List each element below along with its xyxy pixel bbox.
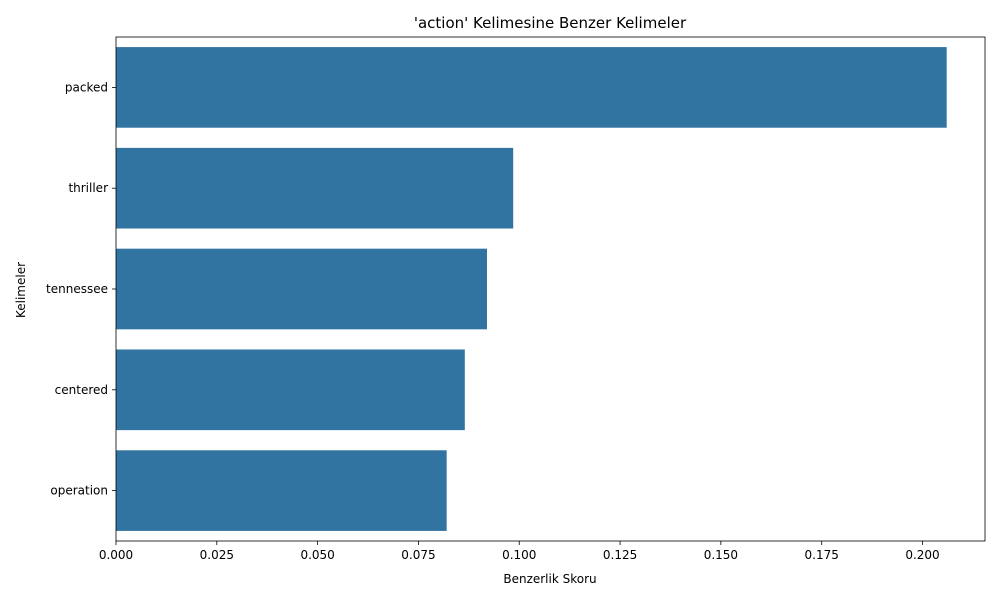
x-tick-label: 0.175 <box>805 548 839 562</box>
bar-thriller <box>116 147 514 229</box>
x-tick-label: 0.125 <box>603 548 637 562</box>
y-tick-label: tennessee <box>46 282 108 296</box>
axes-frame <box>115 36 986 542</box>
bar-tennessee <box>116 248 487 330</box>
y-axis-ticks: packed thriller tennessee centered operation <box>46 80 116 498</box>
bar-operation <box>116 450 447 531</box>
bars-group <box>116 47 947 531</box>
y-axis-label: Kelimeler <box>14 262 28 318</box>
x-tick-label: 0.075 <box>401 548 435 562</box>
y-tick-label: thriller <box>68 181 108 195</box>
bar-packed <box>116 47 947 128</box>
x-tick-label: 0.100 <box>502 548 536 562</box>
y-tick-label: packed <box>65 80 108 94</box>
chart-title: 'action' Kelimesine Benzer Kelimeler <box>414 14 687 32</box>
x-tick-label: 0.050 <box>300 548 334 562</box>
y-tick-label: operation <box>50 484 108 498</box>
x-tick-label: 0.200 <box>905 548 939 562</box>
x-tick-label: 0.000 <box>99 548 133 562</box>
x-axis-label: Benzerlik Skoru <box>503 572 596 586</box>
y-tick-label: centered <box>55 383 108 397</box>
x-tick-label: 0.025 <box>200 548 234 562</box>
x-tick-label: 0.150 <box>704 548 738 562</box>
bar-centered <box>116 349 465 431</box>
plot-frame <box>115 36 986 542</box>
x-axis-ticks: 0.000 0.025 0.050 0.075 0.100 0.125 0.150 0.175… <box>99 541 940 562</box>
